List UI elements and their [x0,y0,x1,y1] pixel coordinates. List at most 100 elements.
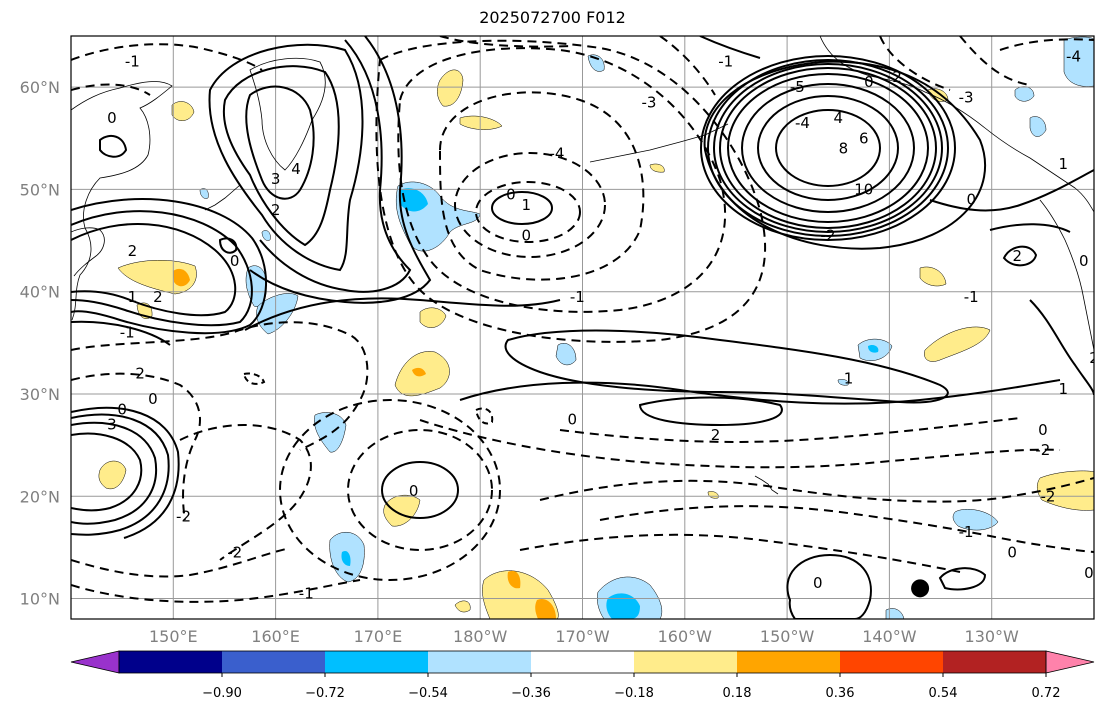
contour-lines [71,36,1094,619]
coastline-kamchatka [249,57,326,171]
contour-label: 8 [839,140,849,158]
fill-patch [535,598,556,619]
colorbar-extend-low [70,650,120,674]
lon-tick-label: 150°W [760,627,815,646]
contour-line [71,432,143,512]
contour-label: 0 [409,482,419,500]
longitude-tick-labels: 150°E 160°E 170°E 180°W 170°W 160°W 150°W 140°W… [149,627,1019,646]
contour-label: -2 [227,544,242,562]
contour-label: 4 [833,109,843,127]
contour-line [347,429,493,551]
colorbar-segment [737,651,841,673]
lon-tick-label: 130°W [965,627,1020,646]
contour-line [719,67,937,229]
contour-label: 0 [864,73,874,91]
contour-label: 0 [567,411,577,429]
contour-label: 2 [153,288,163,306]
contour-line [1029,299,1094,396]
fill-patch [868,344,879,353]
contour-line [71,320,171,346]
fill-patch [412,367,426,377]
colorbar-tick-label: 0.18 [723,686,752,701]
fill-patch [400,188,428,212]
contour-line [775,109,881,187]
contour-line [71,43,263,71]
fill-patch [314,412,347,453]
contour-line [929,169,1094,212]
colorbar-tick-label: 0.72 [1032,686,1061,701]
contour-line [1002,245,1038,267]
contour-line [786,553,872,619]
colorbar: −0.90 −0.72 −0.54 −0.36 −0.18 0.18 0.36 0.54 0.7… [70,650,1095,701]
contour-line [71,579,361,603]
fill-patch [437,69,464,107]
contour-line [438,91,645,281]
contour-line [222,65,340,247]
lon-tick-label: 140°W [862,627,917,646]
contour-label: 0 [966,191,976,209]
coastline-japan [71,227,105,277]
contour-line [699,36,761,59]
contour-label: 1 [521,196,531,214]
contour-label: -1 [299,584,314,602]
colorbar-tick-label: −0.90 [202,686,242,701]
contour-label: -1 [959,523,974,541]
colorbar-frame [118,650,1047,674]
contour-line [659,36,716,96]
map-frame [70,35,1095,620]
colorbar-tick-label: 0.54 [929,686,958,701]
fill-patch [606,593,640,619]
fill-patch [459,115,503,130]
contour-line [713,63,943,233]
contour-line [959,36,1031,86]
contour-line [700,55,956,241]
colorbar-tick-label: −0.18 [614,686,654,701]
fill-patch [555,343,577,366]
contour-line [71,198,268,335]
location-marker [911,579,930,598]
contour-label: -1 [125,53,140,71]
contour-line [242,372,266,385]
contour-line [459,379,1061,405]
contour-label: 0 [117,400,127,418]
fill-patch [587,54,605,72]
lat-tick-label: 40°N [20,283,60,302]
lat-tick-label: 10°N [20,590,60,609]
contour-line [638,396,783,427]
contour-label: 0 [1084,564,1094,582]
contour-line [244,297,561,331]
colorbar-segment [428,651,532,673]
colorbar-tick-label: −0.72 [305,686,345,701]
latitude-tick-labels: 60°N 50°N 40°N 30°N 20°N 10°N [20,78,60,608]
coastline-alaska [819,36,1094,213]
contour-label: 10 [854,180,873,198]
contour-line [259,39,412,293]
contour-line [71,421,157,525]
colorbar-segment [325,651,429,673]
fill-patch [199,188,209,199]
contour-line [99,134,128,158]
contour-label: 4 [291,160,301,178]
lat-tick-label: 60°N [20,78,60,97]
colorbar-segment [222,651,326,673]
contour-label: 1 [128,288,138,306]
contour-label: -2 [130,365,145,383]
contour-label: 2 [271,201,281,219]
coastline-hawaii [754,475,779,495]
contour-label: -4 [795,114,810,132]
contour-label: 3 [271,170,281,188]
contour-line [599,505,1094,553]
contour-label: -1 [120,324,135,342]
contour-label: -2 [1035,441,1050,459]
contour-label: 1 [1059,155,1069,173]
fill-patch [173,268,190,287]
contour-line [71,406,180,539]
contour-line [71,321,369,451]
contour-line [559,417,1021,443]
colorbar-segment [119,651,223,673]
contour-label: -3 [642,93,657,111]
fill-patch [649,163,665,173]
